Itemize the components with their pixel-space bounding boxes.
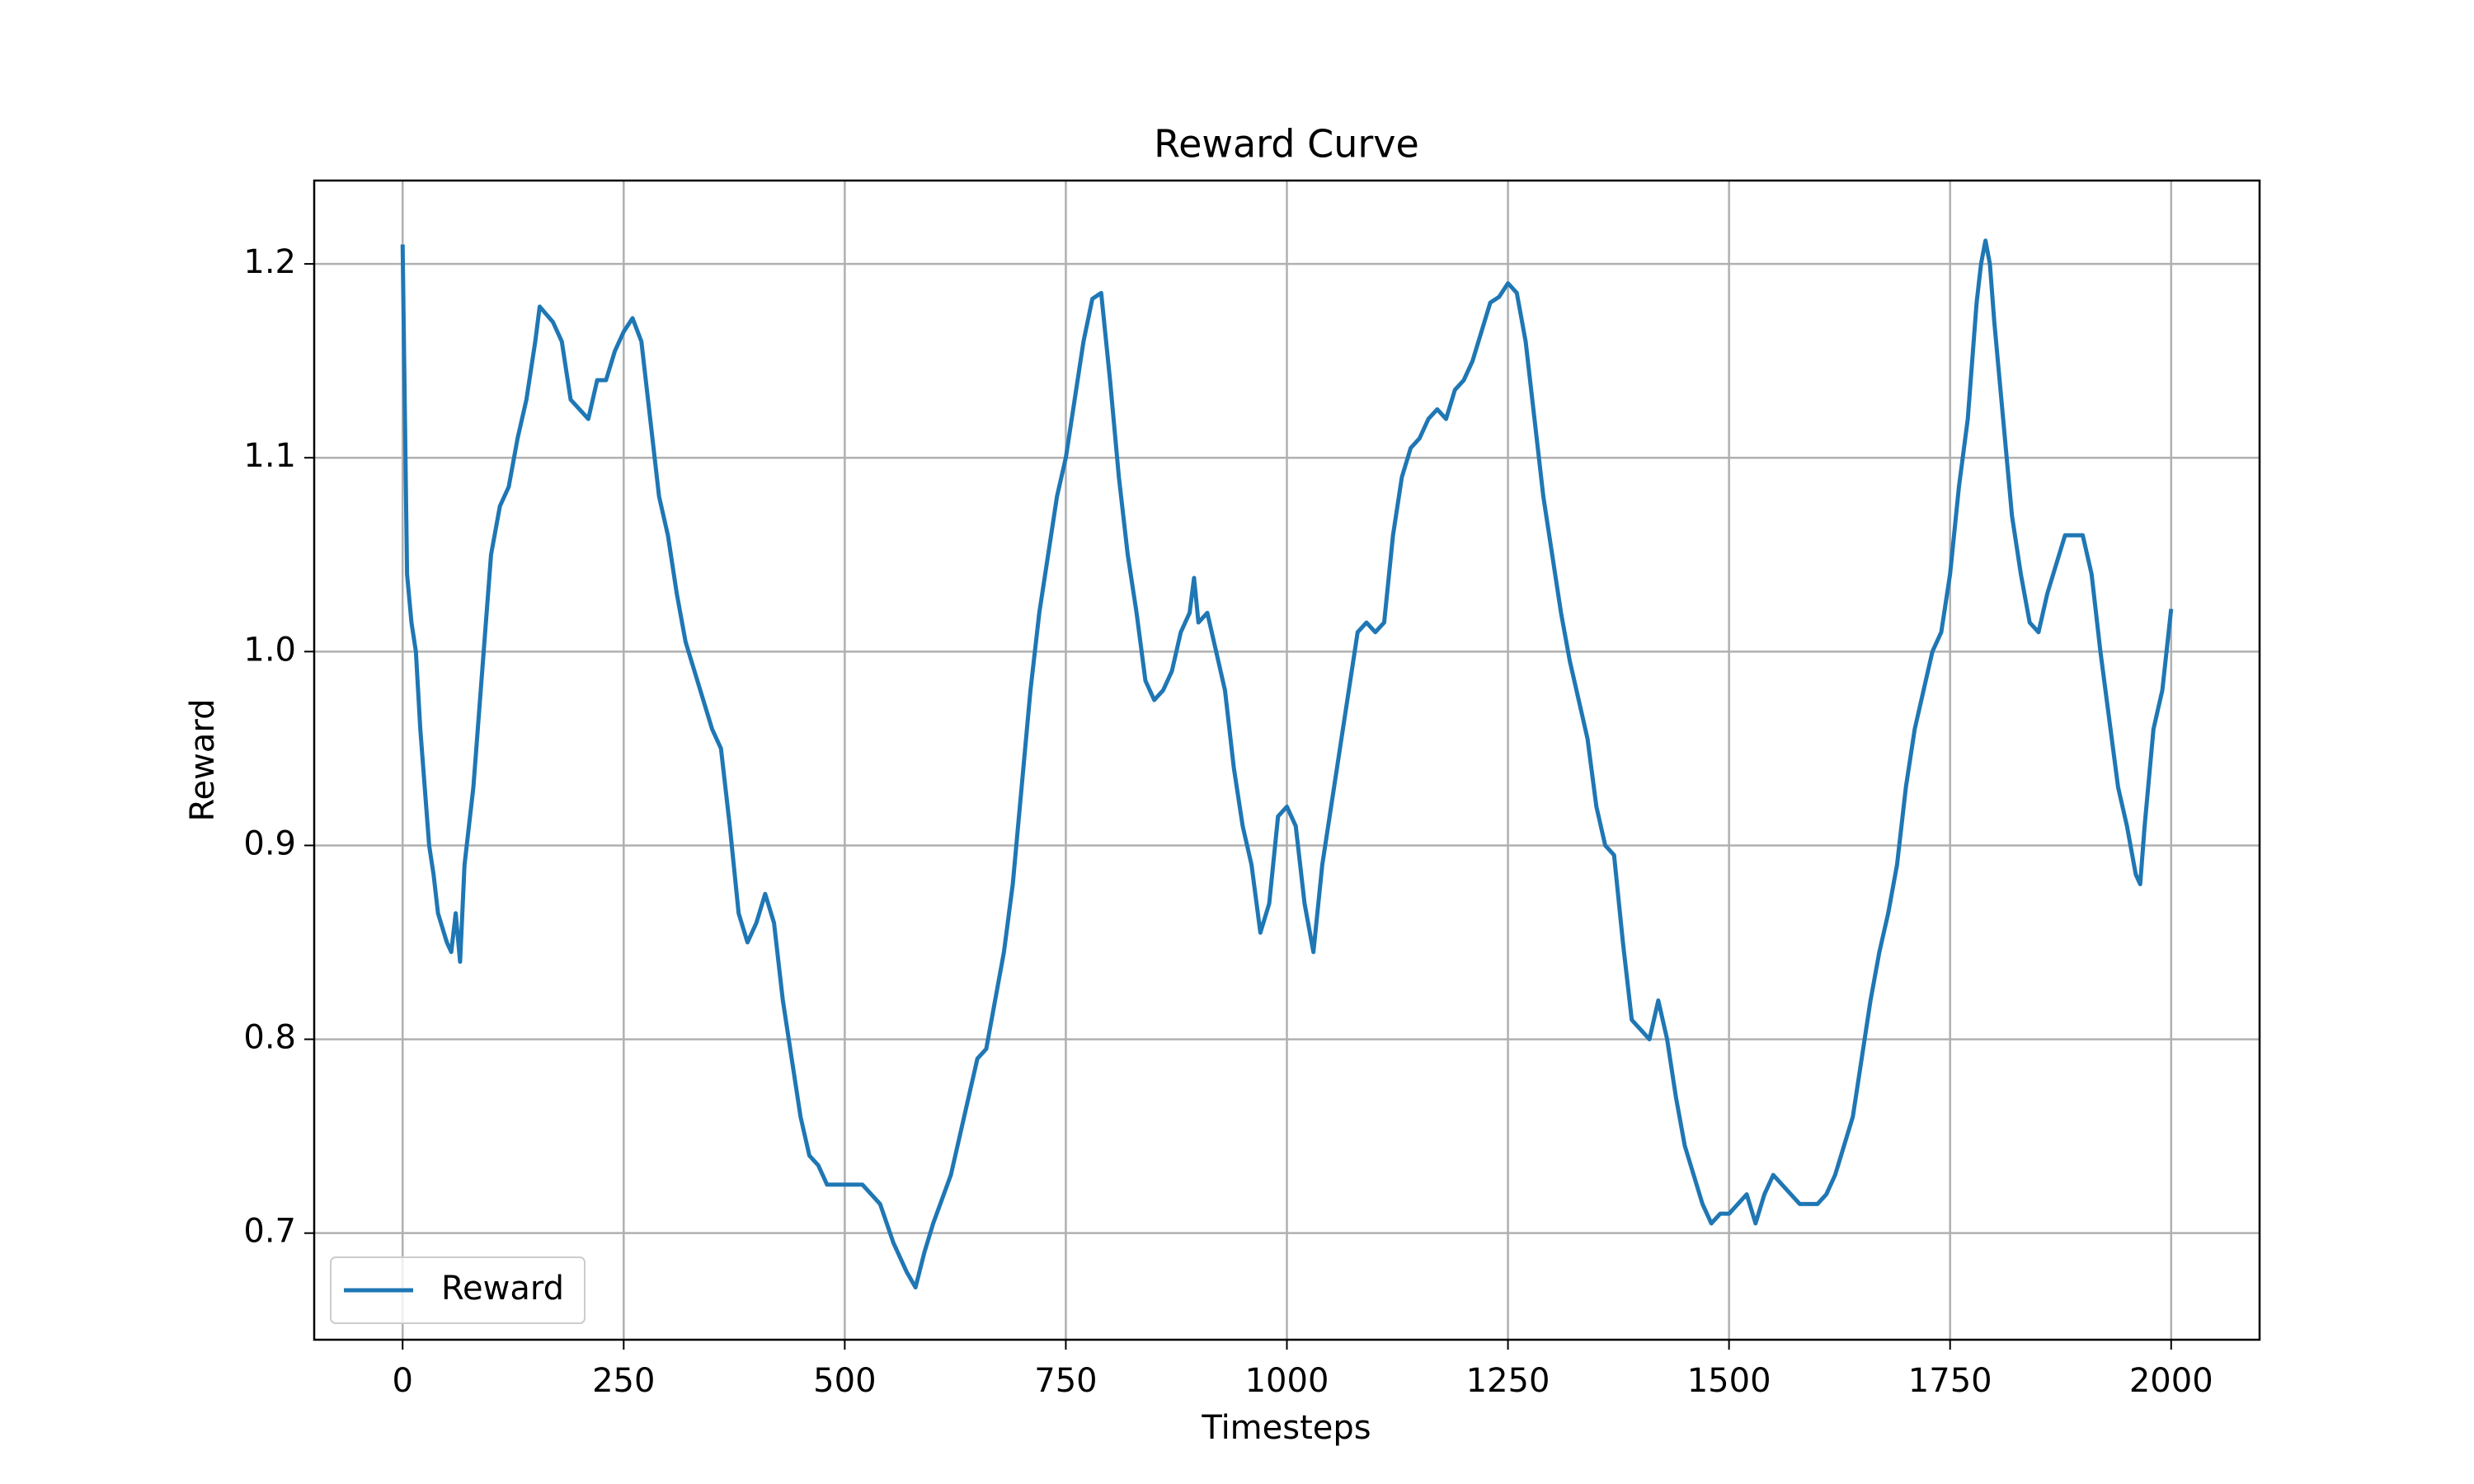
y-tick-label: 1.1 bbox=[243, 437, 296, 475]
x-tick-label: 1250 bbox=[1466, 1362, 1550, 1400]
x-tick-label: 500 bbox=[813, 1362, 876, 1400]
chart-title: Reward Curve bbox=[1154, 122, 1419, 167]
x-tick-label: 0 bbox=[393, 1362, 413, 1400]
y-tick-label: 0.9 bbox=[243, 824, 296, 862]
x-tick-label: 1000 bbox=[1245, 1362, 1329, 1400]
y-tick-label: 1.2 bbox=[243, 243, 296, 281]
x-tick-label: 750 bbox=[1034, 1362, 1097, 1400]
legend: Reward bbox=[330, 1256, 586, 1324]
x-tick-label: 250 bbox=[592, 1362, 655, 1400]
y-tick-label: 0.7 bbox=[243, 1213, 296, 1251]
data-line bbox=[400, 238, 2174, 1290]
x-axis-label: Timesteps bbox=[1201, 1409, 1371, 1447]
plot-frame bbox=[313, 179, 2261, 1341]
x-tick-label: 1750 bbox=[1908, 1362, 1992, 1400]
y-tick-label: 0.8 bbox=[243, 1019, 296, 1057]
x-tick-label: 1500 bbox=[1687, 1362, 1771, 1400]
y-axis-label: Reward bbox=[184, 699, 222, 822]
y-tick-label: 1.0 bbox=[243, 631, 296, 669]
legend-box bbox=[330, 1256, 586, 1324]
legend-label: Reward bbox=[441, 1270, 564, 1308]
x-tick-label: 2000 bbox=[2129, 1362, 2213, 1400]
